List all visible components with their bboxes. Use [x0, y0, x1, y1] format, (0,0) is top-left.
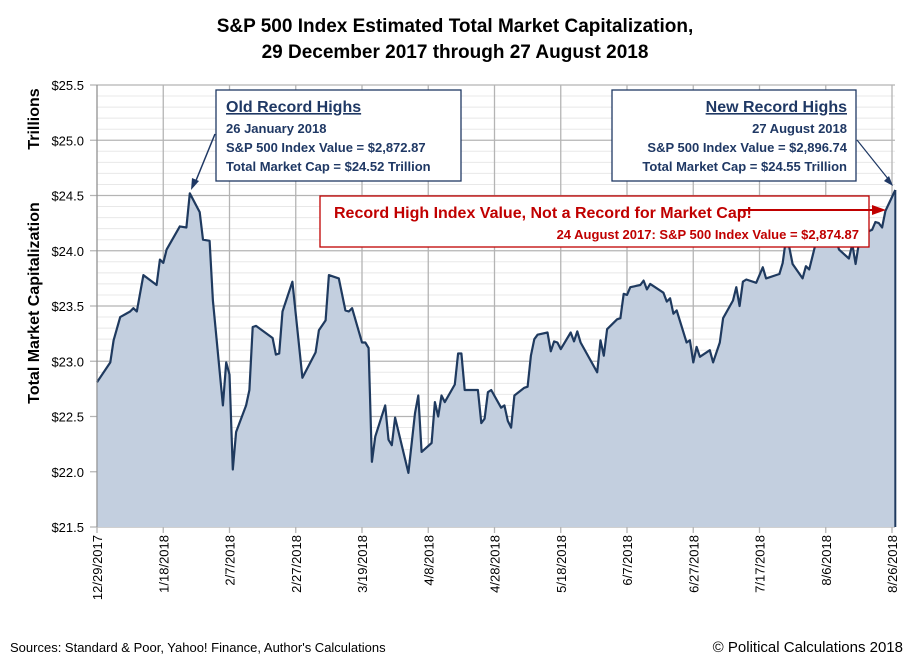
new-record-arrowhead — [884, 176, 893, 186]
old-record-title: Old Record Highs — [226, 99, 361, 116]
y-tick-label: $24.0 — [51, 244, 84, 259]
y-tick-label: $25.5 — [51, 78, 84, 93]
record-index-arrowhead — [872, 205, 886, 215]
x-tick-label: 8/6/2018 — [819, 535, 834, 586]
x-tick-label: 2/7/2018 — [223, 535, 238, 586]
y-ticks: $21.5 $22.0 $22.5 $23.0 $23.5 $24.0 $24.5 $25.0… — [51, 78, 84, 535]
x-tick-label: 5/18/2018 — [554, 535, 569, 593]
y-tick-label: $24.5 — [51, 189, 84, 204]
sources: Sources: Standard & Poor, Yahoo! Finance… — [10, 640, 386, 655]
chart-title-line1: S&P 500 Index Estimated Total Market Cap… — [217, 16, 694, 37]
new-record-date: 27 August 2018 — [752, 121, 847, 136]
x-ticks: 12/29/2017 1/18/2018 2/7/2018 2/27/2018 3/19… — [90, 535, 900, 600]
y-tick-label: $22.0 — [51, 465, 84, 480]
x-tick-label: 12/29/2017 — [90, 535, 105, 600]
old-record-arrow — [194, 133, 216, 184]
old-record-cap: Total Market Cap = $24.52 Trillion — [226, 159, 431, 174]
y-tick-label: $23.5 — [51, 299, 84, 314]
x-tick-label: 1/18/2018 — [156, 535, 171, 593]
record-index-annotation: Record High Index Value, Not a Record fo… — [319, 195, 886, 248]
x-tick-label: 7/17/2018 — [753, 535, 768, 593]
x-tick-label: 8/26/2018 — [885, 535, 900, 593]
x-tick-label: 4/28/2018 — [488, 535, 503, 593]
record-index-detail: 24 August 2017: S&P 500 Index Value = $2… — [557, 227, 859, 242]
old-record-annotation: Old Record Highs 26 January 2018 S&P 500… — [191, 89, 462, 190]
market-cap-area — [97, 190, 896, 527]
old-record-arrowhead — [191, 178, 199, 190]
record-index-title: Record High Index Value, Not a Record fo… — [334, 205, 752, 222]
new-record-arrow — [856, 139, 890, 181]
y-axis-label: Total Market Capitalization — [26, 202, 43, 404]
x-tick-label: 4/8/2018 — [421, 535, 436, 586]
market-cap-line — [96, 189, 897, 474]
x-tick-label: 3/19/2018 — [355, 535, 370, 593]
copyright: © Political Calculations 2018 — [713, 639, 903, 656]
old-record-index: S&P 500 Index Value = $2,872.87 — [226, 140, 426, 155]
x-tick-label: 6/7/2018 — [620, 535, 635, 586]
y-axis-units: Trillions — [26, 88, 43, 149]
x-tick-label: 6/27/2018 — [686, 535, 701, 593]
old-record-date: 26 January 2018 — [226, 121, 326, 136]
new-record-index: S&P 500 Index Value = $2,896.74 — [647, 140, 847, 155]
new-record-title: New Record Highs — [706, 99, 847, 116]
chart-title-line2: 29 December 2017 through 27 August 2018 — [262, 42, 649, 63]
y-tick-label: $22.5 — [51, 410, 84, 425]
y-tick-label: $25.0 — [51, 133, 84, 148]
x-tick-label: 2/27/2018 — [289, 535, 304, 593]
new-record-cap: Total Market Cap = $24.55 Trillion — [642, 159, 847, 174]
y-tick-label: $21.5 — [51, 520, 84, 535]
y-tick-label: $23.0 — [51, 354, 84, 369]
new-record-annotation: New Record Highs 27 August 2018 S&P 500 … — [611, 89, 893, 186]
